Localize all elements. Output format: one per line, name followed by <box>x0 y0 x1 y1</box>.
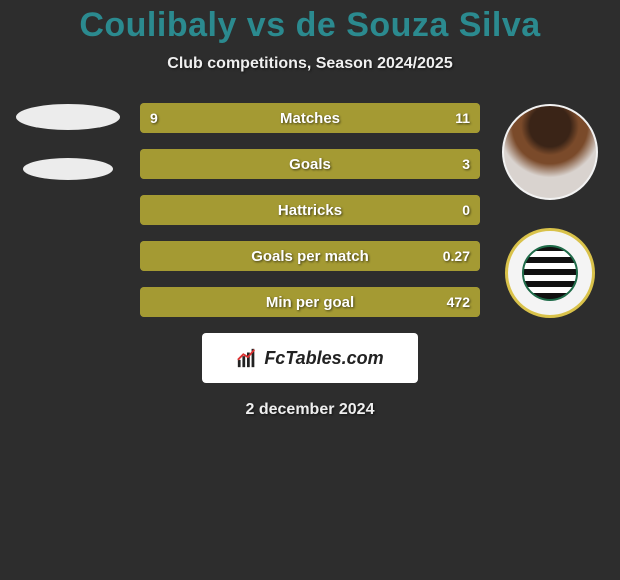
stat-bar-right <box>140 241 480 271</box>
stat-row: Goals3 <box>140 149 480 179</box>
stat-bar-right <box>140 149 480 179</box>
brand-chart-icon <box>236 347 258 369</box>
stat-bar-right <box>140 287 480 317</box>
comparison-bars: Matches911 Goals3 Hattricks0 Goals per matc… <box>140 103 480 317</box>
stat-row: Goals per match0.27 <box>140 241 480 271</box>
stat-bar-right <box>140 195 480 225</box>
brand-text: FcTables.com <box>264 348 383 369</box>
stat-bar-left <box>140 103 293 133</box>
footer-date: 2 december 2024 <box>0 401 620 419</box>
stat-row: Matches911 <box>140 103 480 133</box>
brand-box[interactable]: FcTables.com <box>202 333 418 383</box>
comparison-content: Matches911 Goals3 Hattricks0 Goals per matc… <box>0 103 620 419</box>
subtitle: Club competitions, Season 2024/2025 <box>0 55 620 73</box>
stat-bar-right <box>293 103 480 133</box>
stat-row: Hattricks0 <box>140 195 480 225</box>
stat-row: Min per goal472 <box>140 287 480 317</box>
page-title: Coulibaly vs de Souza Silva <box>0 0 620 45</box>
